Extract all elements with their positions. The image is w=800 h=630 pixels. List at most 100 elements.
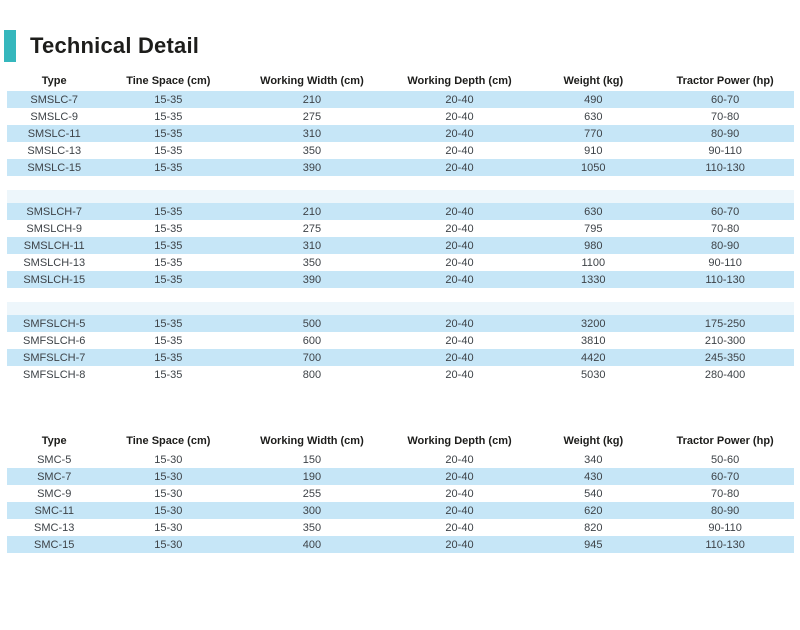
table-cell: SMSLC-15 bbox=[27, 161, 82, 174]
table-cell: 210 bbox=[302, 93, 322, 106]
table-cell: 20-40 bbox=[445, 453, 474, 466]
column-header: Tractor Power (hp) bbox=[676, 74, 774, 87]
group-spacer bbox=[7, 176, 794, 190]
table-cell: 430 bbox=[584, 470, 603, 483]
table-cell: 15-30 bbox=[154, 504, 183, 517]
table-cell: 620 bbox=[584, 504, 603, 517]
column-header: Tractor Power (hp) bbox=[676, 434, 774, 447]
table-cell: 20-40 bbox=[445, 127, 474, 140]
column-header: Tine Space (cm) bbox=[126, 74, 211, 87]
table-cell: 980 bbox=[584, 239, 603, 252]
table-cell: 15-35 bbox=[154, 273, 183, 286]
table-cell: 3200 bbox=[581, 317, 606, 330]
table-cell: SMC-13 bbox=[34, 521, 75, 534]
table-row: SMFSLCH-5 15-35 500 20-40 3200 175-250 bbox=[7, 315, 794, 332]
table-row: SMSLCH-11 15-35 310 20-40 980 80-90 bbox=[7, 237, 794, 254]
page-title: Technical Detail bbox=[30, 33, 200, 58]
table-cell: 795 bbox=[584, 222, 603, 235]
table-cell: 310 bbox=[302, 239, 322, 252]
table-cell: 15-35 bbox=[154, 256, 183, 269]
table-row: SMC-7 15-30 190 20-40 430 60-70 bbox=[7, 468, 794, 485]
table-cell: 630 bbox=[584, 110, 603, 123]
table-cell: 20-40 bbox=[445, 538, 474, 551]
table-cell: 20-40 bbox=[445, 504, 474, 517]
table-cell: 15-35 bbox=[154, 144, 183, 157]
table-cell: 20-40 bbox=[445, 317, 474, 330]
group-spacer bbox=[7, 190, 794, 203]
table-cell: SMSLC-9 bbox=[30, 110, 79, 123]
column-header: Working Depth (cm) bbox=[407, 434, 512, 447]
column-header: Type bbox=[41, 74, 67, 87]
table-cell: 15-35 bbox=[154, 110, 183, 123]
table-cell: 20-40 bbox=[445, 110, 474, 123]
table-cell: 20-40 bbox=[445, 222, 474, 235]
table-cell: 500 bbox=[302, 317, 322, 330]
table-cell: 1330 bbox=[581, 273, 606, 286]
table-cell: 20-40 bbox=[445, 334, 474, 347]
table-row: SMSLCH-7 15-35 210 20-40 630 60-70 bbox=[7, 203, 794, 220]
table-cell: SMSLCH-15 bbox=[23, 273, 86, 286]
table-cell: 280-400 bbox=[704, 368, 746, 381]
group-spacer-cell bbox=[7, 190, 794, 203]
table-cell: 390 bbox=[302, 273, 322, 286]
table-cell: 90-110 bbox=[708, 521, 742, 534]
table-cell: 20-40 bbox=[445, 521, 474, 534]
group-spacer-cell bbox=[7, 176, 794, 190]
table-cell: 15-30 bbox=[154, 487, 183, 500]
table-cell: 275 bbox=[302, 110, 322, 123]
table-cell: 255 bbox=[302, 487, 322, 500]
table-cell: 945 bbox=[584, 538, 603, 551]
column-header: Working Width (cm) bbox=[260, 434, 364, 447]
table-cell: 350 bbox=[302, 521, 322, 534]
table-cell: SMFSLCH-7 bbox=[23, 351, 86, 364]
table-row: SMSLC-9 15-35 275 20-40 630 70-80 bbox=[7, 108, 794, 125]
table-cell: SMC-5 bbox=[37, 453, 72, 466]
table-cell: 3810 bbox=[581, 334, 606, 347]
column-header: Weight (kg) bbox=[563, 434, 624, 447]
table-cell: 300 bbox=[302, 504, 322, 517]
table-cell: 70-80 bbox=[711, 110, 740, 123]
table-cell: SMSLCH-11 bbox=[23, 239, 85, 252]
table-cell: 20-40 bbox=[445, 368, 474, 381]
table-cell: SMSLC-11 bbox=[27, 127, 81, 140]
table-cell: 1050 bbox=[581, 161, 606, 174]
table-row: SMFSLCH-8 15-35 800 20-40 5030 280-400 bbox=[7, 366, 794, 383]
table-cell: SMC-7 bbox=[37, 470, 72, 483]
table-cell: 90-110 bbox=[708, 144, 742, 157]
table-row: SMFSLCH-6 15-35 600 20-40 3810 210-300 bbox=[7, 332, 794, 349]
table-row: SMSLCH-13 15-35 350 20-40 1100 90-110 bbox=[7, 254, 794, 271]
table-cell: 700 bbox=[302, 351, 322, 364]
table-cell: 80-90 bbox=[711, 239, 740, 252]
column-header: Tine Space (cm) bbox=[126, 434, 211, 447]
group-spacer-cell bbox=[7, 302, 794, 315]
table-cell: 210-300 bbox=[704, 334, 746, 347]
table-cell: 350 bbox=[302, 144, 322, 157]
table-cell: SMFSLCH-6 bbox=[23, 334, 86, 347]
table-cell: 770 bbox=[584, 127, 603, 140]
table-cell: 110-130 bbox=[705, 538, 745, 551]
table-cell: 15-35 bbox=[154, 317, 183, 330]
table-row: SMC-13 15-30 350 20-40 820 90-110 bbox=[7, 519, 794, 536]
table-row: SMSLC-13 15-35 350 20-40 910 90-110 bbox=[7, 142, 794, 159]
table-cell: 350 bbox=[302, 256, 322, 269]
table-cell: 60-70 bbox=[711, 205, 740, 218]
table-cell: 15-30 bbox=[154, 521, 183, 534]
table-cell: 4420 bbox=[581, 351, 606, 364]
table-cell: SMSLC-13 bbox=[27, 144, 82, 157]
table-cell: 210 bbox=[302, 205, 322, 218]
table-cell: 175-250 bbox=[704, 317, 746, 330]
table-cell: SMSLCH-7 bbox=[26, 205, 83, 218]
table-cell: 490 bbox=[584, 93, 603, 106]
table-cell: 20-40 bbox=[445, 470, 474, 483]
table-cell: 310 bbox=[302, 127, 322, 140]
table-cell: 15-35 bbox=[154, 161, 183, 174]
table-row: SMSLC-15 15-35 390 20-40 1050 110-130 bbox=[7, 159, 794, 176]
table-cell: 110-130 bbox=[705, 161, 745, 174]
table-cell: 340 bbox=[584, 453, 603, 466]
table-cell: 15-30 bbox=[154, 470, 183, 483]
table-cell: 15-35 bbox=[154, 205, 183, 218]
table-cell: SMC-9 bbox=[37, 487, 72, 500]
table-row: SMC-15 15-30 400 20-40 945 110-130 bbox=[7, 536, 794, 553]
table-cell: 630 bbox=[584, 205, 603, 218]
table-cell: 15-35 bbox=[154, 368, 183, 381]
